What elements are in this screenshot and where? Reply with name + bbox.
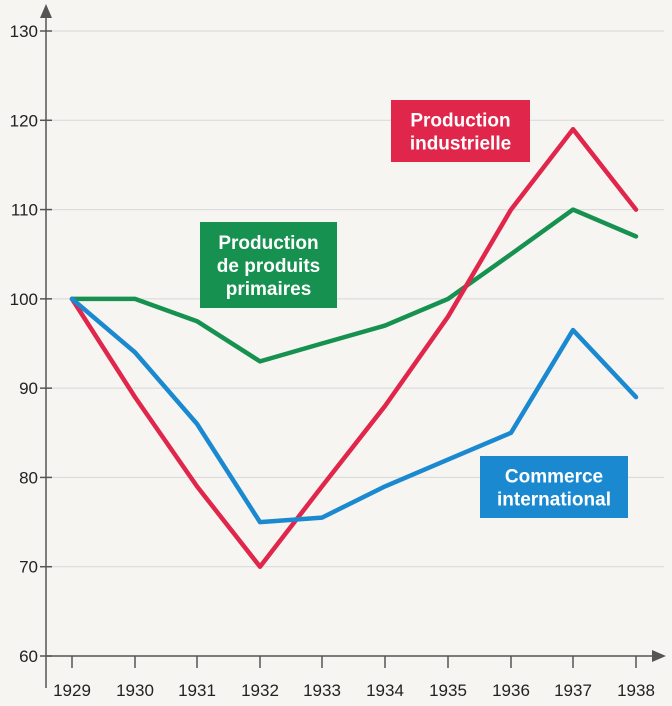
y-tick-label: 130 (10, 22, 38, 41)
x-tick-label: 1929 (53, 681, 91, 700)
series-label-text: Production (410, 111, 510, 132)
y-tick-label: 120 (10, 111, 38, 130)
series-label-text: primaires (226, 279, 312, 300)
y-tick-label: 110 (11, 201, 38, 220)
series-label-box (391, 100, 530, 162)
x-axis-arrow (652, 650, 666, 662)
series-label-text: international (497, 490, 611, 511)
y-tick-label: 90 (19, 379, 38, 398)
series-label-text: Production (218, 233, 318, 254)
series-line (69, 126, 639, 569)
y-tick-label: 100 (10, 290, 38, 309)
x-tick-label: 1938 (617, 681, 655, 700)
x-tick-labels: 1929 1930 1931 1932 1933 1934 1935 1936 1937 1938 (53, 656, 655, 700)
series-line (69, 207, 639, 364)
x-tick-label: 1930 (116, 681, 154, 700)
x-tick-label: 1935 (429, 681, 467, 700)
y-tick-label: 60 (19, 647, 38, 666)
series-line (69, 296, 639, 525)
series-label-box (480, 456, 628, 518)
x-tick-label: 1932 (241, 681, 279, 700)
x-tick-label: 1931 (178, 681, 216, 700)
x-tick-label: 1936 (492, 681, 530, 700)
series-label-box (200, 222, 337, 308)
x-tick-label: 1933 (303, 681, 341, 700)
x-tick-label: 1934 (366, 681, 404, 700)
y-axis-arrow (40, 4, 52, 18)
y-tick-labels: 60 70 80 90 100 110 120 130 (10, 22, 52, 666)
series-label-text: Commerce (505, 467, 603, 488)
axes (40, 4, 666, 688)
series-label-text: de produits (217, 256, 320, 277)
grid (46, 30, 664, 568)
x-tick-label: 1937 (554, 681, 592, 700)
series-label-text: industrielle (410, 134, 511, 155)
y-tick-label: 80 (19, 468, 38, 487)
y-tick-label: 70 (19, 558, 38, 577)
series-lines (69, 126, 639, 569)
